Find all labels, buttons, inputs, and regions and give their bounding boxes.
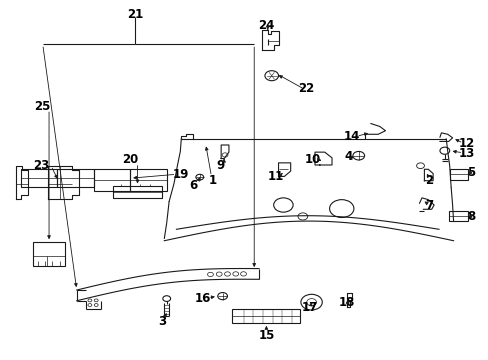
Text: 23: 23 [33,159,49,172]
Text: 17: 17 [302,301,318,314]
Text: 25: 25 [35,100,51,113]
Bar [449,168,467,180]
Bar [57,169,94,187]
Text: 15: 15 [258,329,274,342]
Text: 9: 9 [216,159,224,172]
Text: 4: 4 [344,150,352,163]
Text: 19: 19 [173,168,189,181]
Text: 2: 2 [425,174,432,187]
Bar [33,242,64,266]
Text: 13: 13 [458,148,474,161]
Text: 10: 10 [304,153,320,166]
Text: 5: 5 [466,166,474,179]
Text: 11: 11 [267,170,284,183]
Bar [94,169,130,192]
Text: 18: 18 [338,296,354,309]
Text: 8: 8 [466,210,474,223]
Text: 22: 22 [298,82,314,95]
Text: 1: 1 [208,174,217,186]
Text: 24: 24 [258,19,274,32]
Bar [448,211,467,221]
Text: 20: 20 [122,153,138,166]
Text: 21: 21 [127,9,143,22]
Text: 14: 14 [343,130,359,143]
Bar [130,169,166,192]
Text: 7: 7 [425,199,432,212]
Bar [113,186,162,198]
Text: 3: 3 [158,315,165,328]
Text: 16: 16 [195,292,211,305]
Bar [21,169,57,187]
Bar [232,309,300,323]
Text: 12: 12 [458,138,474,150]
Text: 6: 6 [188,179,197,192]
